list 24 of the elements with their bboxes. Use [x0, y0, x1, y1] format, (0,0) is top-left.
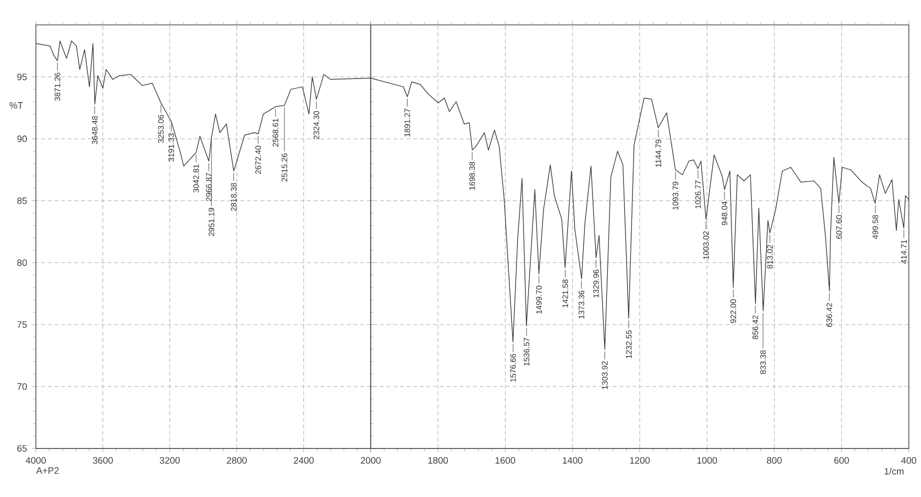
x-tick-label: 600	[834, 456, 849, 464]
x-tick-label: 1200	[630, 456, 650, 464]
x-tick-label: 1000	[697, 456, 718, 464]
y-tick-label: 95	[17, 74, 27, 80]
x-tick-label: 1400	[562, 456, 582, 464]
y-tick-label: 75	[17, 321, 27, 328]
x-tick-label: 400	[901, 456, 916, 464]
y-tick-label: 65	[17, 445, 27, 452]
x-tick-label: 4000	[26, 456, 46, 464]
y-tick-label: 80	[17, 259, 27, 266]
x-tick-label: 1800	[428, 456, 448, 464]
text: A+P2	[36, 467, 59, 474]
x-tick-label: 800	[766, 456, 782, 464]
x-tick-label: 3600	[92, 456, 113, 464]
x-tick-label: 1600	[496, 456, 516, 464]
y-tick-label: 85	[17, 197, 27, 204]
x-tick-label: 3200	[160, 456, 180, 464]
y-tick-label: 70	[17, 383, 27, 390]
x-tick-label: 2800	[226, 456, 247, 464]
y-axis-title: %T	[10, 102, 23, 109]
y-tick-label: 90	[17, 135, 27, 142]
x-tick-label: 2000	[360, 456, 381, 464]
x-axis-title: 1/cm	[884, 468, 904, 474]
x-tick-label: 2400	[294, 456, 314, 464]
